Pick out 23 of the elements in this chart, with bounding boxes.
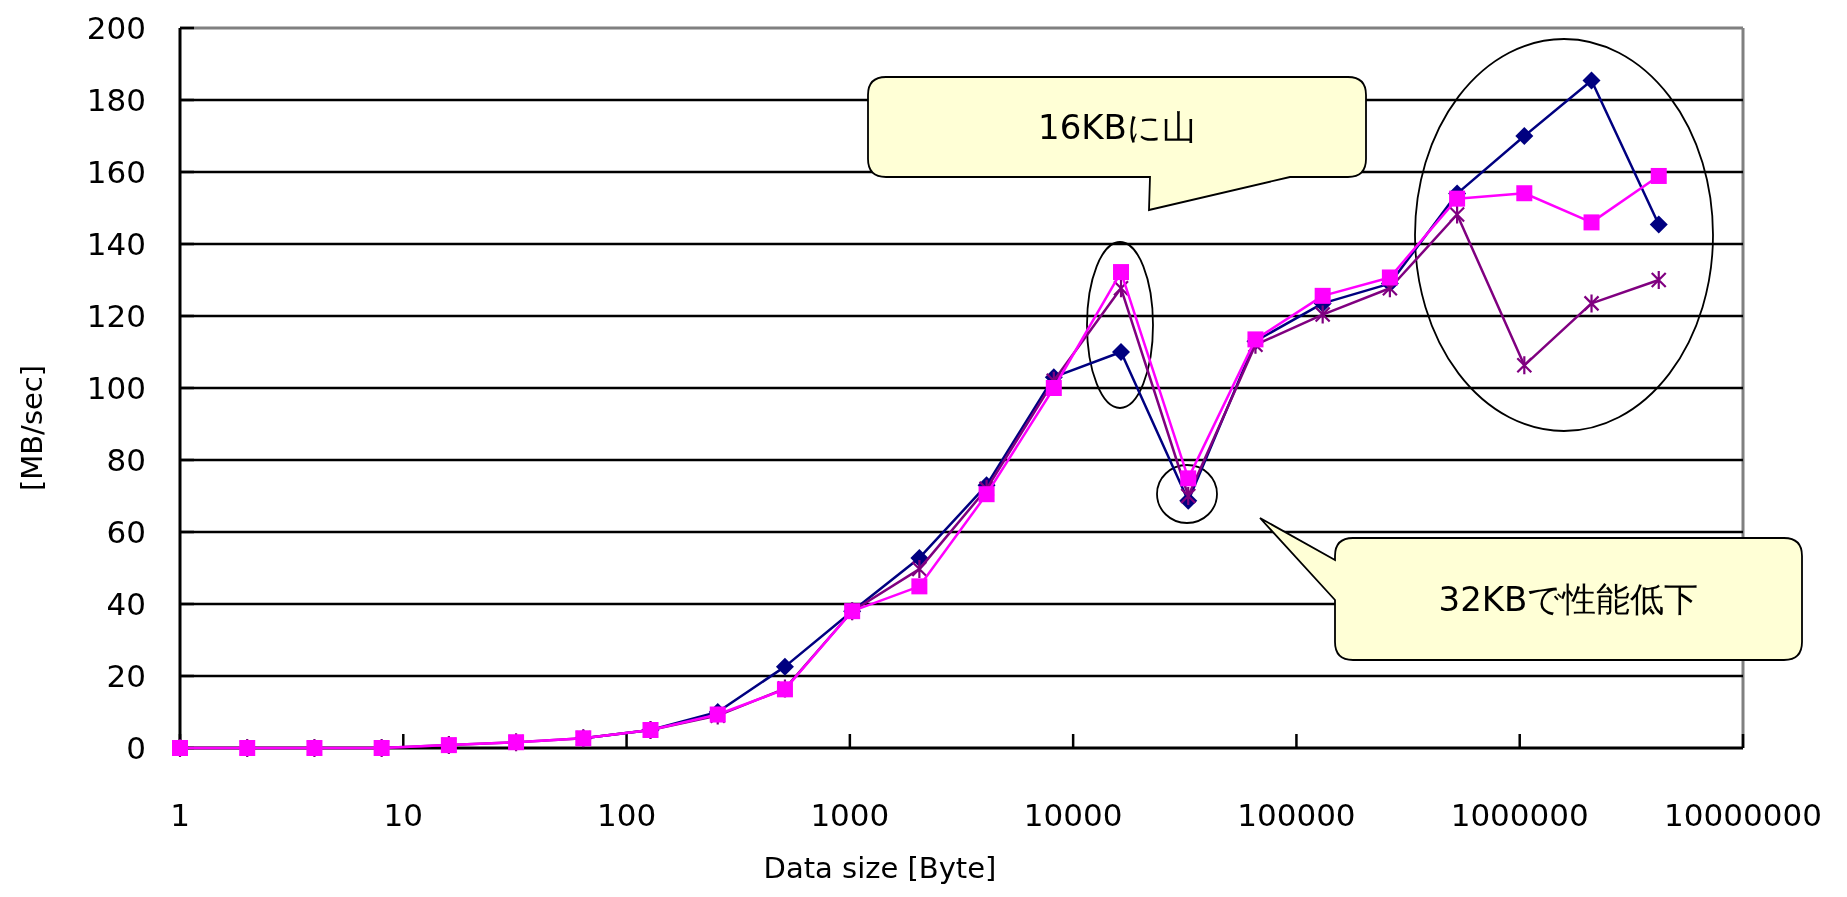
- y-tick-label: 0: [126, 730, 146, 766]
- y-tick-label: 20: [106, 658, 146, 694]
- annotation: 32KBで性能低下: [1438, 579, 1699, 619]
- y-tick-label: 160: [86, 154, 146, 190]
- x-tick-label: 1000: [810, 797, 890, 833]
- x-tick-label: 10000: [1023, 797, 1123, 833]
- y-tick-label: 40: [106, 586, 146, 622]
- annotation: 16KBに山: [1038, 107, 1196, 147]
- y-tick-label: 180: [86, 82, 146, 118]
- x-tick-label: 100: [596, 797, 657, 833]
- y-tick-label: 80: [106, 442, 146, 478]
- y-tick-label: 140: [86, 226, 146, 262]
- x-tick-label: 10: [383, 797, 424, 833]
- y-axis-title: [MB/sec]: [15, 364, 49, 492]
- y-tick-label: 100: [86, 370, 146, 406]
- x-axis-title: Data size [Byte]: [763, 851, 997, 885]
- x-tick-label: 1: [170, 797, 190, 833]
- x-tick-label: 100000: [1237, 797, 1356, 833]
- y-tick-label: 200: [86, 10, 146, 46]
- y-tick-label: 60: [106, 514, 146, 550]
- x-tick-label: 1000000: [1450, 797, 1589, 833]
- x-tick-label: 10000000: [1664, 797, 1822, 833]
- y-tick-label: 120: [86, 298, 146, 334]
